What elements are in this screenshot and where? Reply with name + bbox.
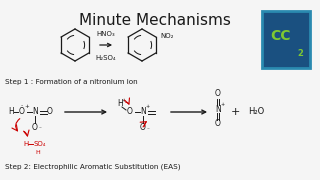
Text: O: O [127, 107, 133, 116]
Text: H: H [117, 100, 123, 109]
Text: H₂SO₄: H₂SO₄ [96, 55, 116, 61]
Text: CC: CC [271, 29, 291, 43]
Text: ⁻: ⁻ [39, 127, 41, 132]
Text: Step 2: Electrophilic Aromatic Substitution (EAS): Step 2: Electrophilic Aromatic Substitut… [5, 163, 180, 170]
Text: O: O [215, 120, 221, 129]
Text: +: + [230, 107, 240, 117]
Text: 2: 2 [297, 49, 303, 58]
Text: Minute Mechanisms: Minute Mechanisms [79, 13, 231, 28]
Text: NO₂: NO₂ [160, 33, 173, 39]
Text: O: O [47, 107, 53, 116]
Text: HNO₃: HNO₃ [97, 31, 115, 37]
Text: H: H [36, 150, 40, 154]
Text: N: N [32, 107, 38, 116]
Text: H: H [23, 141, 28, 147]
FancyBboxPatch shape [262, 11, 310, 68]
Text: +: + [122, 98, 126, 102]
Text: N: N [215, 105, 221, 114]
Text: ··: ·· [20, 103, 24, 109]
Text: +: + [25, 105, 29, 109]
Text: SO₄: SO₄ [34, 141, 46, 147]
Text: O: O [32, 123, 38, 132]
Text: O: O [215, 89, 221, 98]
Text: Step 1 : Formation of a nitronium ion: Step 1 : Formation of a nitronium ion [5, 79, 138, 85]
Text: +: + [146, 105, 150, 109]
Text: N: N [140, 107, 146, 116]
Text: H₂O: H₂O [248, 107, 264, 116]
Text: ⁻: ⁻ [147, 129, 149, 134]
Text: O: O [19, 107, 25, 116]
Text: O: O [140, 123, 146, 132]
Text: +: + [221, 102, 225, 107]
Text: H: H [8, 107, 14, 116]
